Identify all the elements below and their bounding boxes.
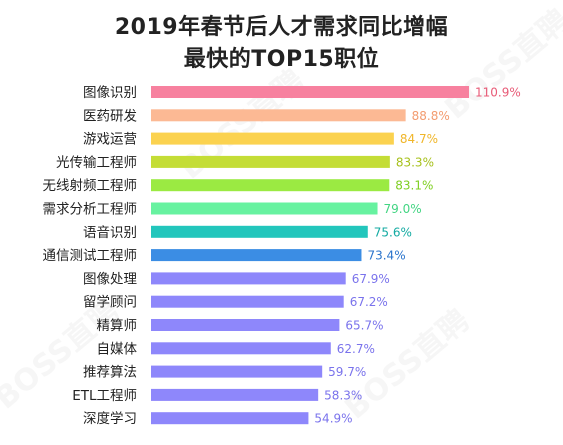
value-label: 67.2% — [350, 295, 388, 309]
bar — [151, 319, 340, 331]
category-label: 留学顾问 — [83, 295, 137, 311]
value-label: 54.9% — [314, 412, 352, 426]
bar — [151, 132, 394, 145]
bar — [151, 272, 346, 285]
category-label: 无线射频工程师 — [43, 178, 138, 194]
bar — [151, 155, 390, 168]
value-label: 67.9% — [352, 272, 390, 286]
category-label: 需求分析工程师 — [43, 202, 138, 218]
category-label: 语音识别 — [83, 224, 137, 241]
category-label: 推荐算法 — [83, 365, 137, 381]
category-label: ETL工程师 — [72, 388, 137, 404]
value-label: 65.7% — [345, 319, 383, 333]
bar — [151, 225, 368, 238]
value-label: 59.7% — [328, 365, 366, 379]
bar — [151, 202, 378, 215]
category-label: 医药研发 — [83, 108, 137, 124]
chart-title-line2: 最快的TOP15职位 — [183, 47, 380, 72]
bar — [151, 295, 344, 308]
category-label: 游戏运营 — [83, 132, 137, 148]
bar — [151, 249, 362, 262]
value-label: 58.3% — [324, 388, 362, 402]
category-label: 光传输工程师 — [56, 155, 137, 171]
bar — [151, 365, 323, 378]
bar — [151, 342, 331, 355]
category-label: 图像处理 — [83, 271, 137, 287]
category-label: 通信测试工程师 — [43, 248, 138, 264]
value-label: 62.7% — [337, 342, 375, 356]
value-label: 75.6% — [374, 225, 412, 239]
category-label: 自媒体 — [97, 341, 138, 357]
bar — [151, 388, 319, 401]
value-label: 83.3% — [396, 155, 434, 169]
value-label: 83.1% — [395, 179, 433, 193]
value-label: 73.4% — [367, 249, 405, 263]
bar — [151, 86, 469, 98]
value-label: 84.7% — [400, 132, 438, 146]
category-label: 图像识别 — [83, 85, 137, 101]
category-label: 精算师 — [97, 318, 138, 334]
bars-group: 图像识别 110.9% 医药研发 88.8% 游戏运营 84.7% 光传输工程师 83.3% 无… — [43, 85, 521, 427]
category-label: 深度学习 — [83, 411, 137, 427]
value-label: 79.0% — [384, 202, 422, 216]
value-label: 110.9% — [475, 86, 521, 100]
bar — [151, 179, 390, 192]
bar — [151, 109, 406, 122]
bar — [151, 412, 309, 425]
value-label: 88.8% — [412, 109, 450, 123]
chart-title-line1: 2019年春节后人才需求同比增幅 — [114, 15, 449, 40]
